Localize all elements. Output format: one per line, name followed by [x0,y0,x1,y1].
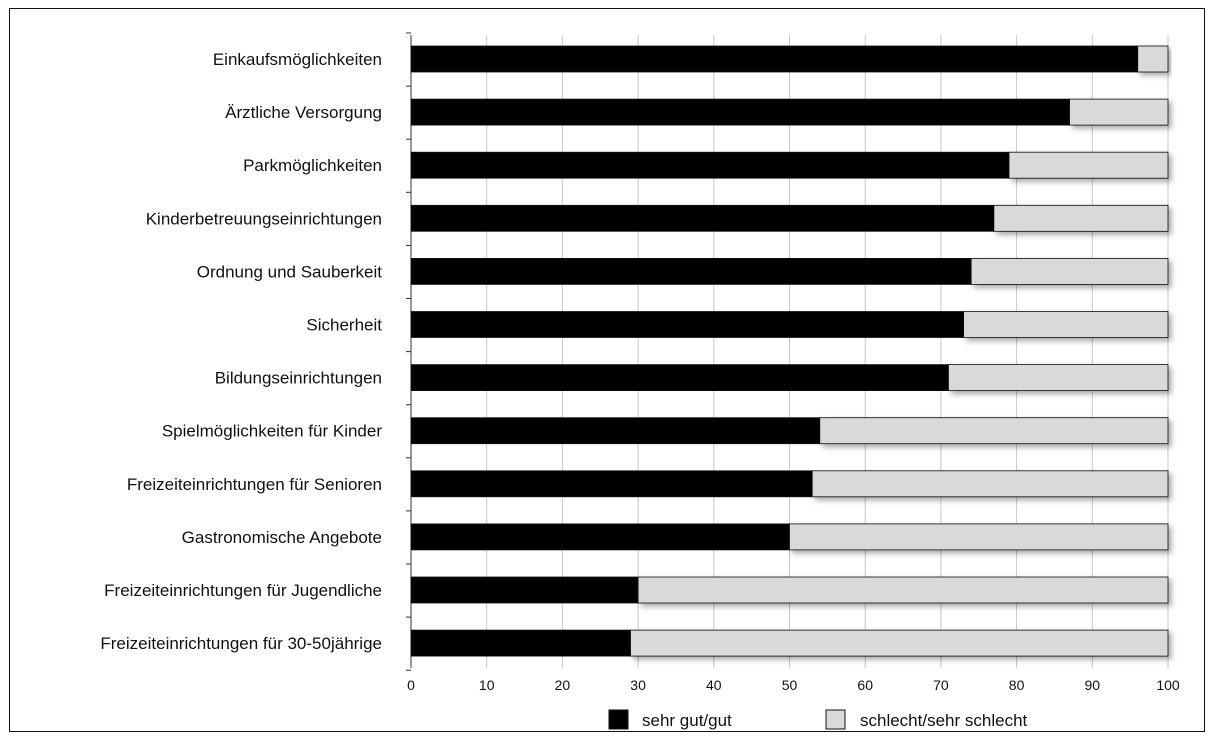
x-tick-label: 50 [782,677,798,693]
x-tick-label: 10 [479,677,495,693]
legend-label-negative: schlecht/sehr schlecht [860,711,1028,730]
bar-segment-positive [410,98,1070,126]
bar-segment-negative [970,257,1169,285]
bar-segment-positive [410,204,995,232]
legend: sehr gut/gut schlecht/sehr schlecht [608,709,1028,730]
bar-segment-negative [637,576,1169,604]
category-labels: Einkaufsmöglichkeiten Ärztliche Versorgun… [100,50,382,653]
bars [410,45,1169,657]
bar-segment-negative [993,204,1169,232]
bar-segment-positive [410,364,949,392]
grid-lines [406,32,1169,671]
bar-segment-positive [410,629,631,657]
bar-segment-positive [410,45,1139,73]
category-label: Einkaufsmöglichkeiten [213,50,382,69]
bar-segment-negative [1137,45,1169,73]
category-label: Spielmöglichkeiten für Kinder [162,422,383,441]
bar-segment-negative [819,417,1169,445]
bar-segment-positive [410,257,972,285]
bar-segment-negative [789,523,1169,551]
bar-segment-negative [948,364,1169,392]
bar-segment-positive [410,470,813,498]
category-label: Bildungseinrichtungen [215,369,382,388]
x-tick-label: 40 [706,677,722,693]
x-tick-label: 90 [1085,677,1101,693]
bar-segment-negative [1008,151,1169,179]
x-tick-label: 100 [1156,677,1180,693]
legend-swatch-negative [825,709,846,730]
category-label: Freizeiteinrichtungen für Senioren [127,475,382,494]
bar-segment-positive [410,311,965,338]
bar-segment-negative [811,470,1169,498]
legend-label-positive: sehr gut/gut [642,711,732,730]
x-tick-label: 0 [407,677,415,693]
category-label: Freizeiteinrichtungen für Jugendliche [104,581,382,600]
x-tick-label: 80 [1009,677,1025,693]
category-label: Kinderbetreuungseinrichtungen [146,209,382,228]
x-tick-label: 60 [857,677,873,693]
x-tick-label: 30 [630,677,646,693]
x-tick-labels: 0 10 20 30 40 50 60 70 80 90 100 [407,677,1180,693]
bar-segment-positive [410,523,790,551]
x-tick-label: 70 [933,677,949,693]
category-label: Ärztliche Versorgung [225,103,382,122]
category-label: Freizeiteinrichtungen für 30-50jährige [100,634,382,653]
bar-segment-positive [410,576,639,604]
bar-segment-negative [630,629,1169,657]
bar-segment-positive [410,417,821,445]
legend-swatch-positive [608,709,629,730]
category-label: Parkmöglichkeiten [243,156,382,175]
bar-segment-negative [1069,98,1169,126]
bar-segment-positive [410,151,1010,179]
x-tick-label: 20 [555,677,571,693]
category-label: Gastronomische Angebote [182,528,382,547]
category-label: Ordnung und Sauberkeit [197,262,383,281]
bar-segment-negative [963,311,1169,338]
category-label: Sicherheit [306,316,382,335]
